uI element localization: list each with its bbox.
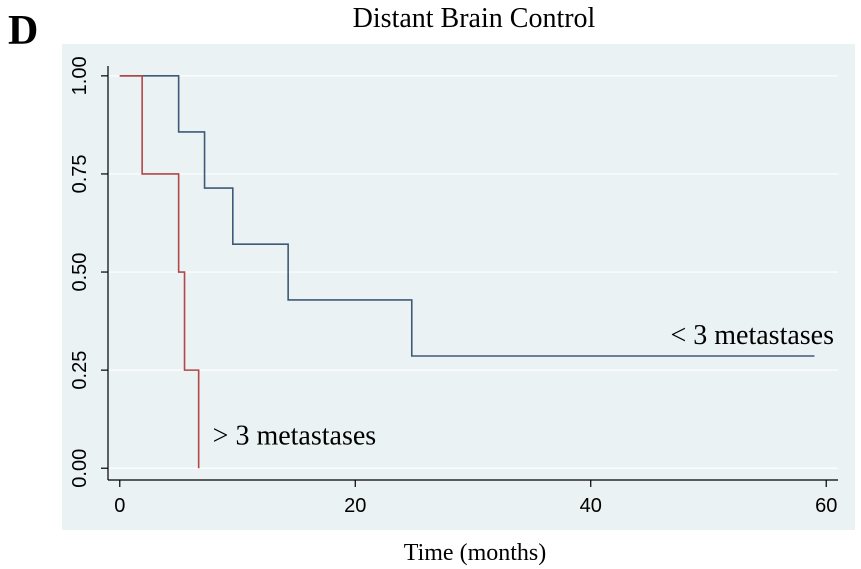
plot-area: 0.00 0.25 0.50 0.75 1.00 0 20 40 60 < 3 metastase… [69,56,838,517]
panel-letter: D [8,8,38,54]
series-label-more-than-3: > 3 metastases [213,421,377,452]
x-tick-label: 0 [114,495,125,517]
x-tick-label: 60 [815,495,837,517]
y-tick-label: 0.75 [69,154,91,193]
y-tick-label: 1.00 [69,56,91,95]
x-tick-label: 20 [344,495,366,517]
plot-region [108,68,838,480]
y-tick-label: 0.25 [69,351,91,390]
y-tick-label: 0.00 [69,449,91,488]
series-line-1 [119,75,200,469]
chart-title: Distant Brain Control [353,3,596,34]
series-line-0 [119,75,815,357]
x-tick-label: 40 [580,495,602,517]
x-axis-label: Time (months) [404,540,546,566]
series-label-less-than-3: < 3 metastases [670,320,834,351]
y-tick-label: 0.50 [69,253,91,292]
